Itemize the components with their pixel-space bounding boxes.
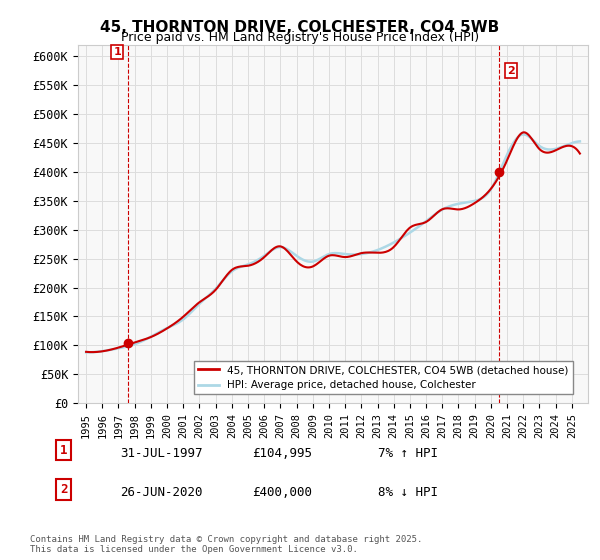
Legend: 45, THORNTON DRIVE, COLCHESTER, CO4 5WB (detached house), HPI: Average price, de: 45, THORNTON DRIVE, COLCHESTER, CO4 5WB … [194, 361, 572, 394]
Text: 31-JUL-1997: 31-JUL-1997 [120, 447, 203, 460]
Text: £400,000: £400,000 [252, 486, 312, 500]
Text: 2: 2 [507, 66, 514, 76]
Text: 2: 2 [60, 483, 67, 496]
Text: 26-JUN-2020: 26-JUN-2020 [120, 486, 203, 500]
Text: 45, THORNTON DRIVE, COLCHESTER, CO4 5WB: 45, THORNTON DRIVE, COLCHESTER, CO4 5WB [100, 20, 500, 35]
Text: 1: 1 [60, 444, 67, 456]
Text: 8% ↓ HPI: 8% ↓ HPI [378, 486, 438, 500]
Text: 1: 1 [113, 47, 121, 57]
Text: 7% ↑ HPI: 7% ↑ HPI [378, 447, 438, 460]
Text: Price paid vs. HM Land Registry's House Price Index (HPI): Price paid vs. HM Land Registry's House … [121, 31, 479, 44]
Text: Contains HM Land Registry data © Crown copyright and database right 2025.
This d: Contains HM Land Registry data © Crown c… [30, 535, 422, 554]
Text: £104,995: £104,995 [252, 447, 312, 460]
